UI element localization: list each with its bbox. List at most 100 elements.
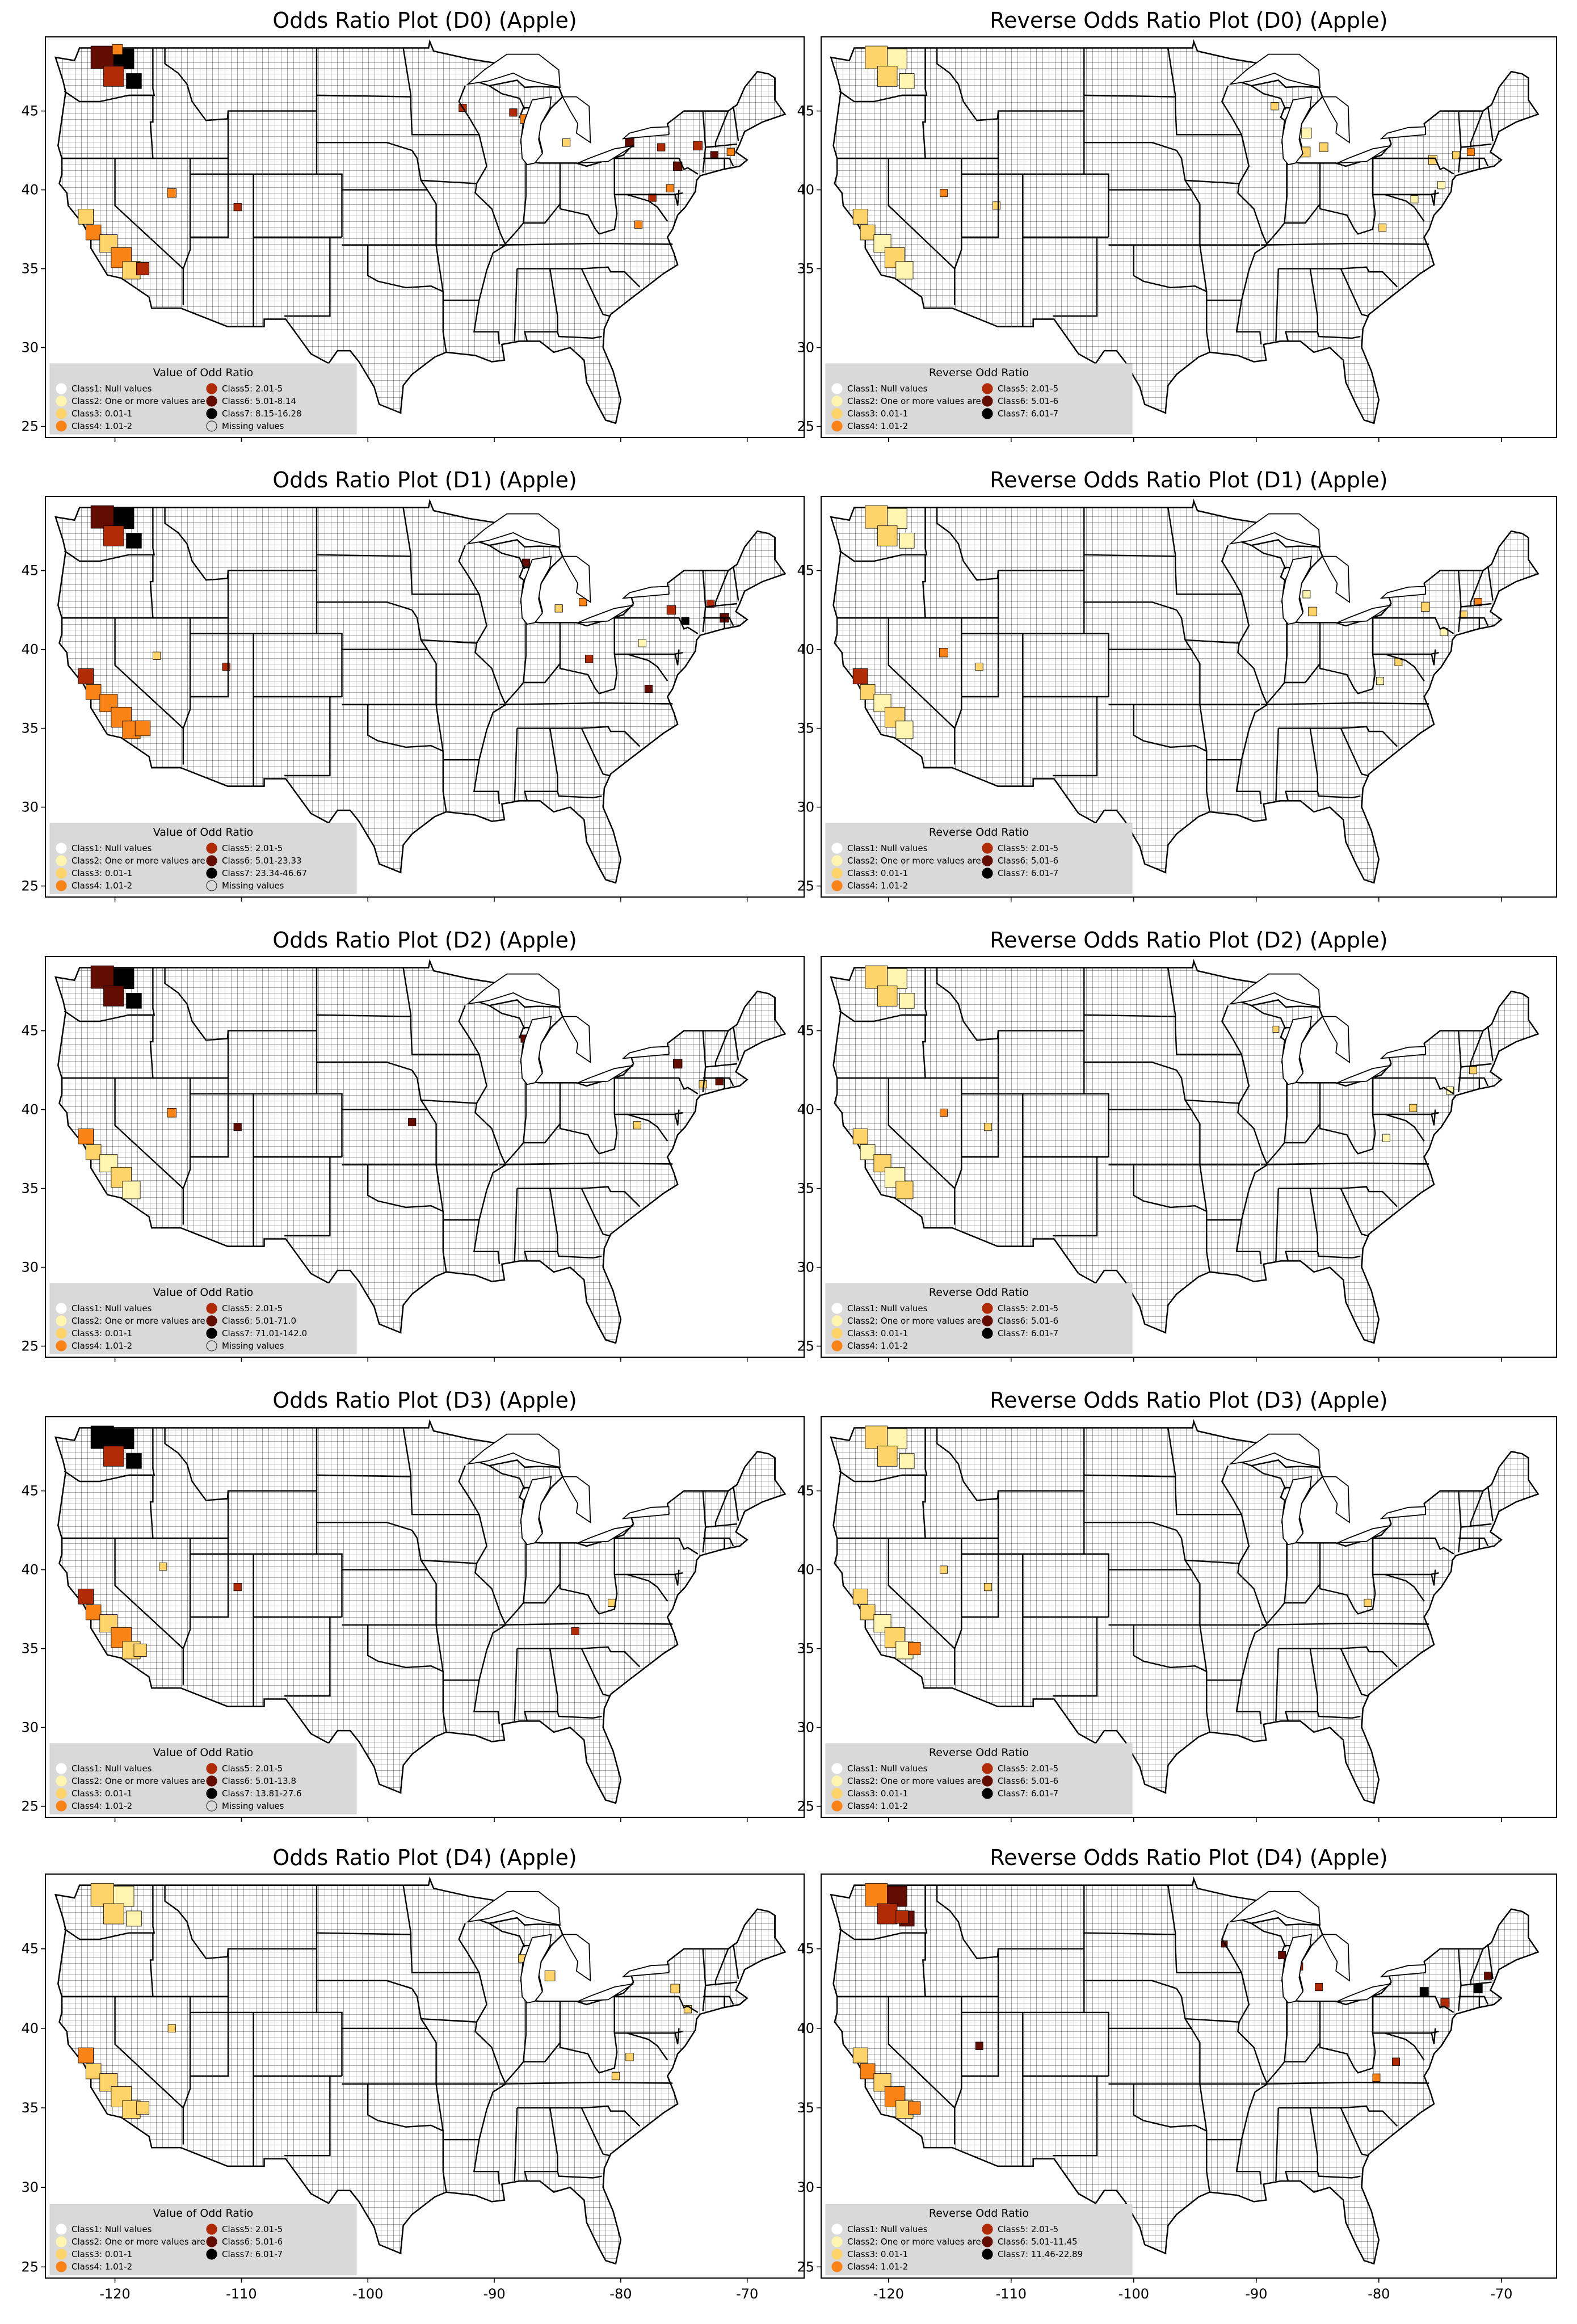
state-border <box>499 242 673 246</box>
great-lake <box>466 1433 561 1468</box>
map-area <box>54 1418 787 1804</box>
county-highlight <box>136 262 150 276</box>
state-border <box>1275 1188 1279 1261</box>
county-highlight <box>877 1903 898 1925</box>
y-tick-label: 25 <box>797 1338 814 1354</box>
legend-label: Class3: 0.01-1 <box>847 409 908 419</box>
legend-swatch <box>831 2236 843 2247</box>
legend-swatch <box>56 1763 67 1774</box>
state-border <box>559 1078 618 1155</box>
legend-title: Reverse Odd Ratio <box>929 367 1029 379</box>
great-lake <box>1229 53 1321 89</box>
state-border <box>1261 2081 1429 2085</box>
y-tick-label: 40 <box>21 2020 39 2036</box>
state-border <box>714 570 729 607</box>
county-highlight <box>681 617 689 625</box>
map-area <box>54 958 787 1344</box>
state-border <box>614 1537 699 1555</box>
state-border <box>499 1622 673 1626</box>
state-border <box>316 1932 411 1935</box>
legend-box <box>825 363 1133 435</box>
legend-label: Class5: 2.01-5 <box>998 1763 1058 1774</box>
county-highlight <box>1319 142 1328 152</box>
y-tick-label: 45 <box>21 103 39 119</box>
legend-swatch <box>206 2224 217 2235</box>
state-border <box>703 617 734 626</box>
state-border <box>1317 1711 1361 1719</box>
state-border <box>284 1617 331 1697</box>
state-border <box>581 1188 610 1237</box>
state-border <box>1084 1014 1176 1017</box>
county-highlight <box>113 508 134 529</box>
map-panel-odds-d3: Odds Ratio Plot (D3) (Apple) 25 30 35 40 45 Va… <box>21 1388 805 1822</box>
great-lake <box>466 1891 561 1926</box>
panel-title: Odds Ratio Plot (D0) (Apple) <box>272 8 577 33</box>
state-border <box>284 697 331 777</box>
legend-label: Class7: 23.34-46.67 <box>222 868 307 878</box>
county-highlight <box>634 220 643 229</box>
state-border <box>1251 545 1286 570</box>
county-highlight <box>1484 1972 1492 1980</box>
state-border <box>559 158 618 235</box>
legend-swatch <box>206 1303 217 1314</box>
county-highlight <box>167 2024 176 2033</box>
y-tick-label: 25 <box>21 2259 39 2275</box>
state-border <box>888 158 956 305</box>
county-highlight <box>1466 148 1475 156</box>
legend-box <box>825 823 1133 894</box>
legend-label: Class2: One or more values are 0 <box>72 2237 213 2247</box>
state-border <box>316 554 411 557</box>
y-tick-label: 45 <box>21 563 39 579</box>
y-tick-label: 30 <box>797 2179 814 2195</box>
legend-box <box>49 823 357 894</box>
state-border <box>402 1428 480 1515</box>
legend-swatch <box>982 868 993 879</box>
state-border <box>1458 1995 1489 2005</box>
county-highlight <box>90 45 114 69</box>
legend-label: Class3: 0.01-1 <box>847 868 908 878</box>
state-border <box>581 268 610 317</box>
great-lake <box>1281 555 1313 625</box>
great-lake <box>466 513 561 548</box>
legend-label: Missing values <box>222 421 284 431</box>
state-border <box>1053 697 1098 777</box>
state-border <box>733 1944 739 1980</box>
state-border <box>523 2042 561 2063</box>
legend-swatch <box>831 2224 843 2235</box>
state-border <box>626 1573 668 1602</box>
legend-swatch <box>56 1303 67 1314</box>
state-border <box>1278 1186 1398 1207</box>
county-highlight <box>103 986 124 1007</box>
state-border <box>1261 1622 1429 1626</box>
great-lake <box>621 1506 670 1519</box>
state-border <box>523 203 561 224</box>
county-highlight <box>940 1565 948 1574</box>
great-lake <box>520 1934 552 2004</box>
county-highlight <box>852 209 868 225</box>
legend-swatch <box>831 1775 843 1787</box>
legend-swatch <box>206 2249 217 2260</box>
legend-swatch <box>831 1328 843 1339</box>
county-highlight <box>1420 602 1430 612</box>
county-highlight <box>1271 102 1279 111</box>
county-highlight <box>112 44 123 55</box>
county-highlight <box>78 1129 94 1144</box>
great-lake <box>520 1476 552 1546</box>
state-border <box>489 545 525 570</box>
great-lake <box>1321 96 1350 144</box>
map-area <box>830 498 1540 884</box>
county-highlight <box>877 986 898 1007</box>
legend-swatch <box>982 1328 993 1339</box>
state-border <box>1083 1428 1109 1617</box>
y-tick-label: 40 <box>21 1102 39 1118</box>
county-highlight <box>1440 1998 1450 2008</box>
legend-label: Class5: 2.01-5 <box>222 1763 283 1774</box>
legend-swatch <box>831 880 843 891</box>
y-tick-label: 40 <box>797 1562 814 1578</box>
legend-swatch <box>206 383 217 394</box>
state-border <box>514 268 518 342</box>
y-tick-label: 25 <box>797 419 814 435</box>
state-border <box>1278 2106 1398 2127</box>
y-tick-label: 25 <box>21 419 39 435</box>
